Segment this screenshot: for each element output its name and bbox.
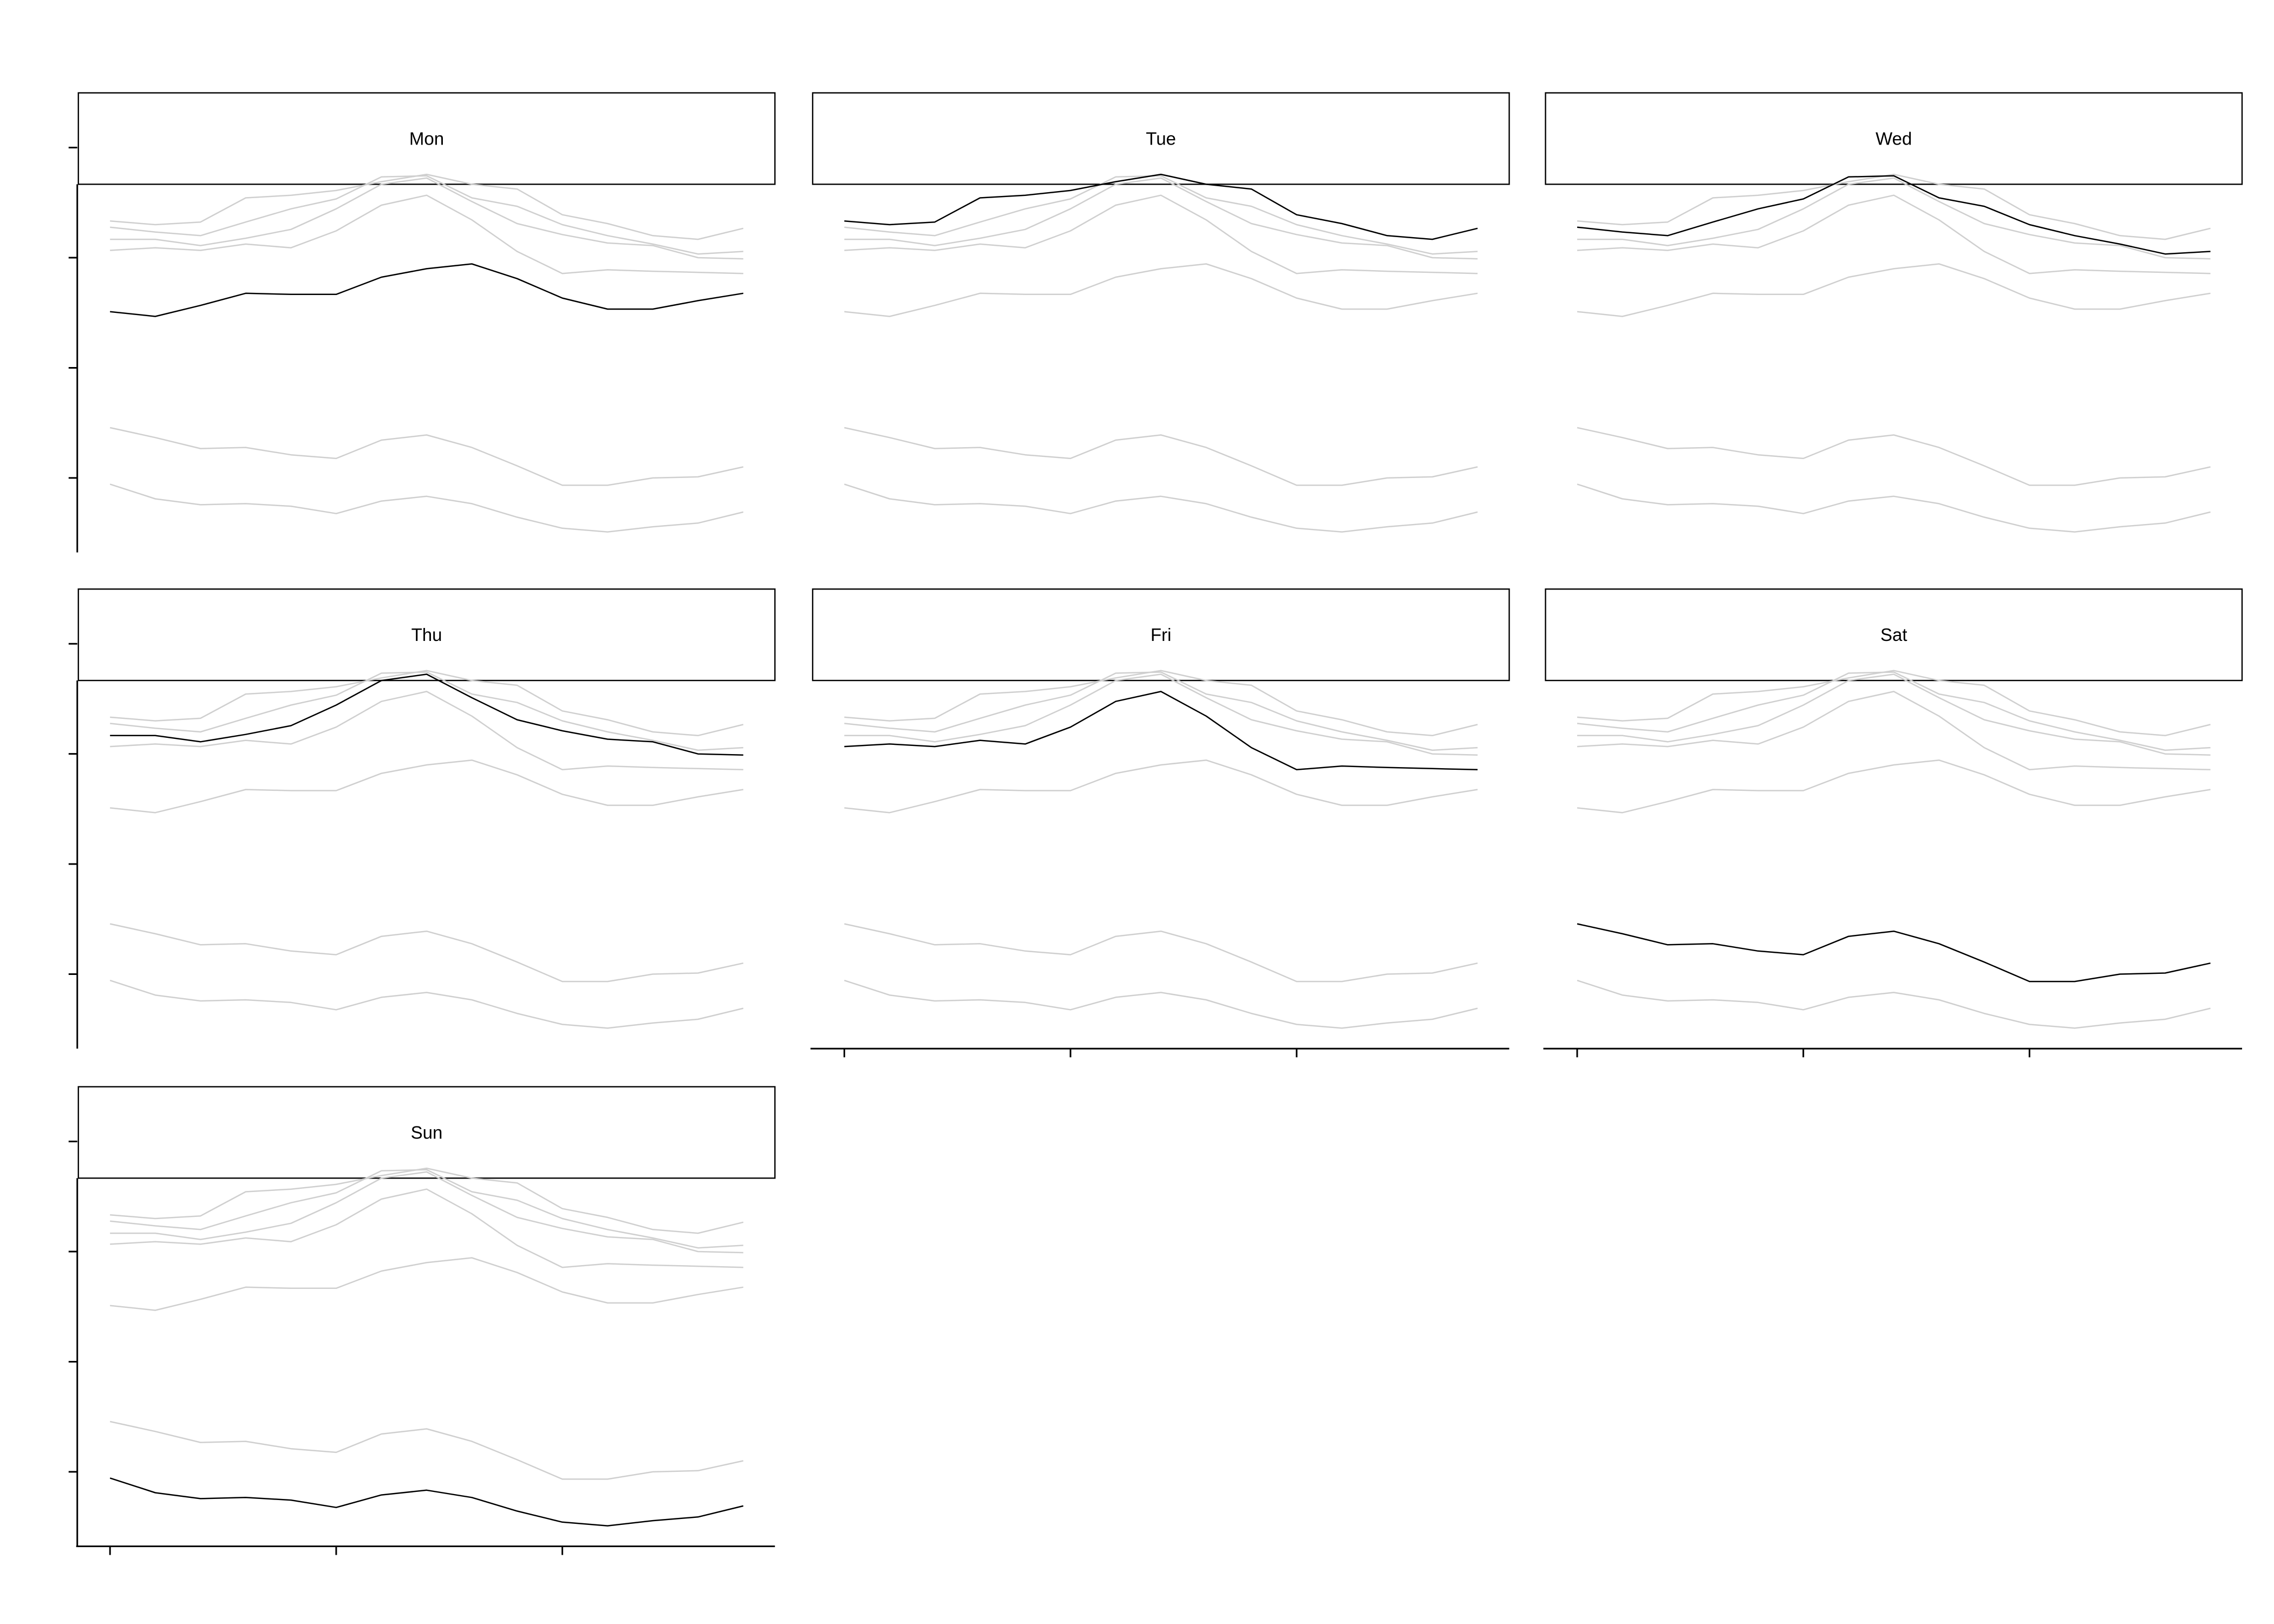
context-series-line bbox=[844, 177, 1478, 260]
context-series-line bbox=[1577, 427, 2211, 486]
context-series-line bbox=[110, 177, 743, 260]
context-series-line bbox=[1577, 670, 2211, 737]
context-series-line bbox=[1577, 194, 2211, 274]
context-series-line bbox=[844, 175, 1478, 255]
context-series-line bbox=[1577, 483, 2211, 533]
facet-strip-label: Sun bbox=[411, 1122, 443, 1142]
context-series-line bbox=[110, 175, 743, 255]
context-series-line bbox=[110, 671, 743, 751]
context-series-line bbox=[844, 671, 1478, 751]
facet-strip-label: Thu bbox=[411, 625, 442, 645]
context-series-line bbox=[110, 1257, 743, 1311]
highlighted-series-line bbox=[110, 263, 744, 317]
facet-panel-thu: Thu bbox=[68, 588, 776, 1049]
highlighted-series-line bbox=[110, 673, 743, 756]
context-series-line bbox=[110, 1171, 743, 1254]
context-series-line bbox=[844, 670, 1478, 737]
facet-strip-label: Fri bbox=[1151, 625, 1171, 645]
context-series-line bbox=[110, 1169, 743, 1249]
facet-strip-label: Sat bbox=[1880, 625, 1907, 645]
facet-panel-fri: Fri bbox=[810, 588, 1510, 1058]
facet-strip bbox=[77, 1086, 776, 1179]
facet-strip-label: Tue bbox=[1146, 128, 1176, 148]
facet-panel-wed: Wed bbox=[1545, 92, 2243, 533]
context-series-line bbox=[844, 427, 1478, 486]
facet-panel-mon: Mon bbox=[68, 92, 776, 553]
context-series-line bbox=[110, 1188, 743, 1268]
facet-strip bbox=[77, 92, 776, 185]
context-series-line bbox=[110, 759, 743, 814]
context-series-line bbox=[109, 483, 744, 533]
context-series-line bbox=[109, 979, 744, 1029]
context-series-line bbox=[1577, 691, 2211, 771]
context-series-line bbox=[110, 691, 743, 771]
context-series-line bbox=[844, 263, 1478, 317]
context-series-line bbox=[1577, 759, 2211, 814]
context-series-line bbox=[1577, 979, 2211, 1029]
context-series-line bbox=[1577, 673, 2211, 756]
facet-panel-tue: Tue bbox=[812, 92, 1510, 533]
facet-strip bbox=[1545, 92, 2243, 185]
context-series-line bbox=[110, 194, 743, 274]
context-series-line bbox=[109, 427, 744, 486]
facet-strip bbox=[77, 588, 776, 682]
context-series-line bbox=[110, 670, 744, 737]
context-series-line bbox=[1577, 173, 2211, 240]
context-series-line bbox=[844, 923, 1478, 983]
context-series-line bbox=[1577, 263, 2211, 317]
highlighted-series-line bbox=[1577, 175, 2211, 255]
highlighted-series-line bbox=[1577, 923, 2211, 983]
context-series-line bbox=[844, 759, 1478, 814]
highlighted-series-line bbox=[844, 173, 1478, 240]
facet-strip-label: Mon bbox=[409, 128, 444, 148]
context-series-line bbox=[109, 1420, 744, 1480]
context-series-line bbox=[1577, 177, 2211, 260]
facet-strip bbox=[1545, 588, 2243, 682]
context-series-line bbox=[844, 194, 1478, 274]
context-series-line bbox=[109, 923, 744, 983]
context-series-line bbox=[110, 1167, 744, 1234]
context-series-line bbox=[844, 483, 1478, 533]
facet-panel-sun: Sun bbox=[68, 1086, 776, 1555]
facet-panel-sat: Sat bbox=[1543, 588, 2243, 1058]
context-series-line bbox=[844, 979, 1478, 1029]
highlighted-series-line bbox=[109, 1477, 744, 1527]
context-series-line bbox=[1577, 671, 2211, 751]
highlighted-series-line bbox=[844, 691, 1478, 771]
facet-strip bbox=[812, 588, 1510, 682]
context-series-line bbox=[110, 173, 744, 240]
facet-strip bbox=[812, 92, 1510, 185]
context-series-line bbox=[844, 673, 1478, 756]
facet-strip-label: Wed bbox=[1876, 128, 1912, 148]
